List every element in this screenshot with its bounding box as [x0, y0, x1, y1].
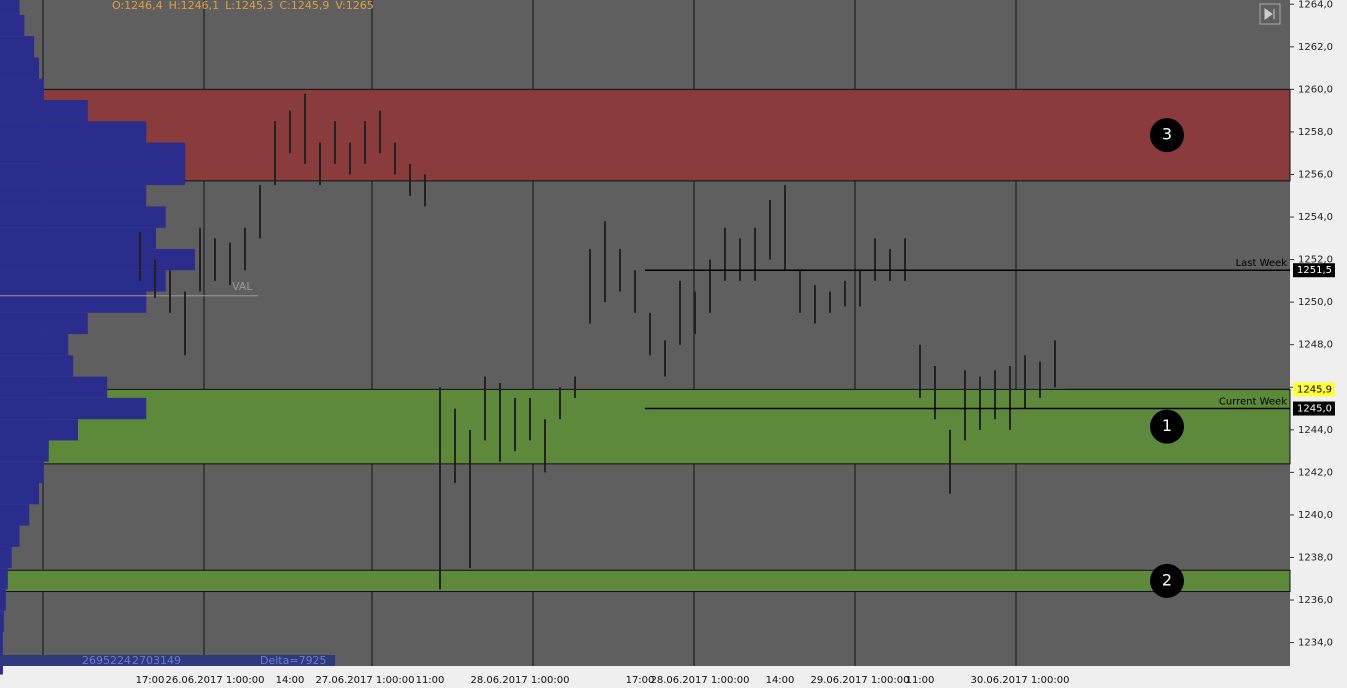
level-label: Current Week: [1219, 397, 1287, 408]
profile-bar: [0, 227, 156, 249]
profile-bar: [0, 589, 6, 611]
x-tick-label: 17:00: [136, 675, 165, 686]
zone-label: 3: [1162, 125, 1172, 144]
zone-label: 2: [1162, 570, 1172, 589]
profile-bar: [0, 483, 39, 505]
zone: [42, 88, 1291, 182]
level-price: 1245,0: [1297, 404, 1332, 415]
ohlc-value: C:1245,9: [279, 0, 329, 12]
y-tick-label: 1262,0: [1298, 42, 1333, 53]
profile-bar: [0, 36, 35, 58]
y-tick-label: 1248,0: [1298, 340, 1333, 351]
profile-bar: [0, 0, 20, 15]
x-tick-label: 11:00: [416, 675, 445, 686]
zone-marker: [1150, 563, 1184, 598]
profile-bar: [0, 355, 74, 377]
y-tick-label: 1238,0: [1298, 552, 1333, 563]
ohlc-value: O:1246,4: [112, 0, 163, 12]
x-tick-label: 28.06.2017 1:00:00: [471, 675, 570, 686]
y-tick-label: 1258,0: [1298, 127, 1333, 138]
y-tick-label: 1256,0: [1298, 169, 1333, 180]
y-tick-label: 1244,0: [1298, 425, 1333, 436]
profile-bar: [0, 100, 88, 122]
y-tick-label: 1236,0: [1298, 595, 1333, 606]
profile-bar: [0, 419, 78, 441]
profile-bar: [0, 312, 88, 335]
profile-bar: [0, 397, 147, 420]
profile-bar: [0, 525, 20, 547]
y-tick-label: 1234,0: [1298, 638, 1333, 649]
x-tick-label: 29.06.2017 1:00:00: [811, 675, 910, 686]
x-tick-label: 30.06.2017 1:00:00: [971, 675, 1070, 686]
level-price: 1251,5: [1297, 265, 1332, 276]
profile-bar: [0, 461, 44, 484]
nav-button[interactable]: [1259, 3, 1281, 25]
zone: [42, 388, 1291, 465]
profile-bar: [0, 142, 186, 164]
x-tick-label: 27.06.2017 1:00:00: [316, 675, 415, 686]
x-tick-label: 14:00: [766, 675, 795, 686]
profile-bar: [0, 568, 8, 590]
level-label: Last Week: [1236, 258, 1288, 269]
y-tick-label: 1264,0: [1298, 0, 1333, 10]
level-price-box: [1293, 401, 1335, 416]
y-tick-label: 1260,0: [1298, 84, 1333, 95]
profile-bar: [0, 291, 147, 313]
last-price: 1245,9: [1297, 384, 1332, 395]
profile-bar: [0, 440, 49, 462]
level-price-box: [1293, 263, 1335, 278]
zone: [0, 569, 1291, 593]
footer-strip: [0, 655, 335, 666]
ohlc-value: H:1246,1: [169, 0, 219, 12]
x-tick-label: 11:00: [906, 675, 935, 686]
profile-bar: [0, 504, 30, 526]
profile-bar: [0, 206, 166, 228]
x-tick-label: 28.06.2017 1:00:00: [651, 675, 750, 686]
zone-marker: [1150, 118, 1184, 153]
y-tick-label: 1242,0: [1298, 467, 1333, 478]
ohlc-value: V:1265: [335, 0, 373, 12]
val-label: VAL: [232, 280, 253, 293]
profile-bar: [0, 546, 12, 569]
x-tick-label: 14:00: [276, 675, 305, 686]
footer-stat: 2695224: [82, 654, 131, 667]
zone-label: 1: [1162, 416, 1172, 435]
y-tick-label: 1240,0: [1298, 510, 1333, 521]
profile-bar: [0, 78, 44, 101]
price-axis-background: [1290, 0, 1347, 688]
profile-bar: [0, 270, 166, 292]
footer-stat: Delta=7925: [260, 654, 327, 667]
y-tick-label: 1254,0: [1298, 212, 1333, 223]
profile-bar: [0, 376, 108, 398]
profile-bar: [0, 121, 147, 143]
last-price-box: [1293, 382, 1335, 397]
profile-bar: [0, 334, 69, 356]
profile-bar: [0, 57, 39, 79]
profile-bar: [0, 631, 3, 654]
profile-bar: [0, 14, 25, 37]
profile-bar: [0, 610, 4, 632]
x-tick-label: 17:00: [626, 675, 655, 686]
x-tick-label: 26.06.2017 1:00:00: [166, 675, 265, 686]
nav-icon: [1264, 8, 1275, 20]
time-axis-background: [0, 666, 1290, 688]
profile-bar: [0, 248, 195, 271]
ohlc-value: L:1245,3: [225, 0, 273, 12]
y-tick-label: 1250,0: [1298, 297, 1333, 308]
profile-bar: [0, 185, 147, 207]
footer-stat: 2703149: [132, 654, 181, 667]
profile-bar: [0, 163, 186, 186]
y-tick-label: 1252,0: [1298, 255, 1333, 266]
zone-marker: [1150, 409, 1184, 444]
